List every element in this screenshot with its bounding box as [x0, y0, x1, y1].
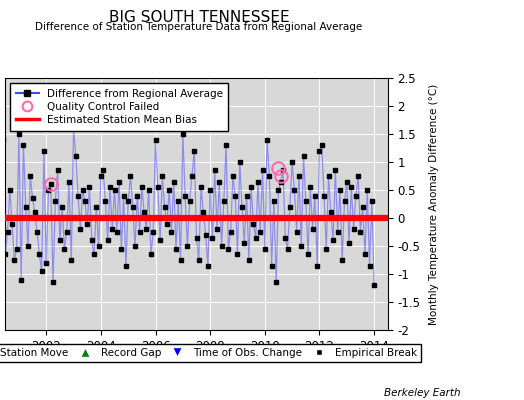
- Y-axis label: Monthly Temperature Anomaly Difference (°C): Monthly Temperature Anomaly Difference (…: [429, 83, 439, 325]
- Legend: Difference from Regional Average, Quality Control Failed, Estimated Station Mean: Difference from Regional Average, Qualit…: [10, 83, 228, 130]
- Text: Berkeley Earth: Berkeley Earth: [385, 388, 461, 398]
- Legend: Station Move, Record Gap, Time of Obs. Change, Empirical Break: Station Move, Record Gap, Time of Obs. C…: [0, 344, 421, 362]
- Text: BIG SOUTH TENNESSEE: BIG SOUTH TENNESSEE: [109, 10, 289, 25]
- Text: Difference of Station Temperature Data from Regional Average: Difference of Station Temperature Data f…: [36, 22, 363, 32]
